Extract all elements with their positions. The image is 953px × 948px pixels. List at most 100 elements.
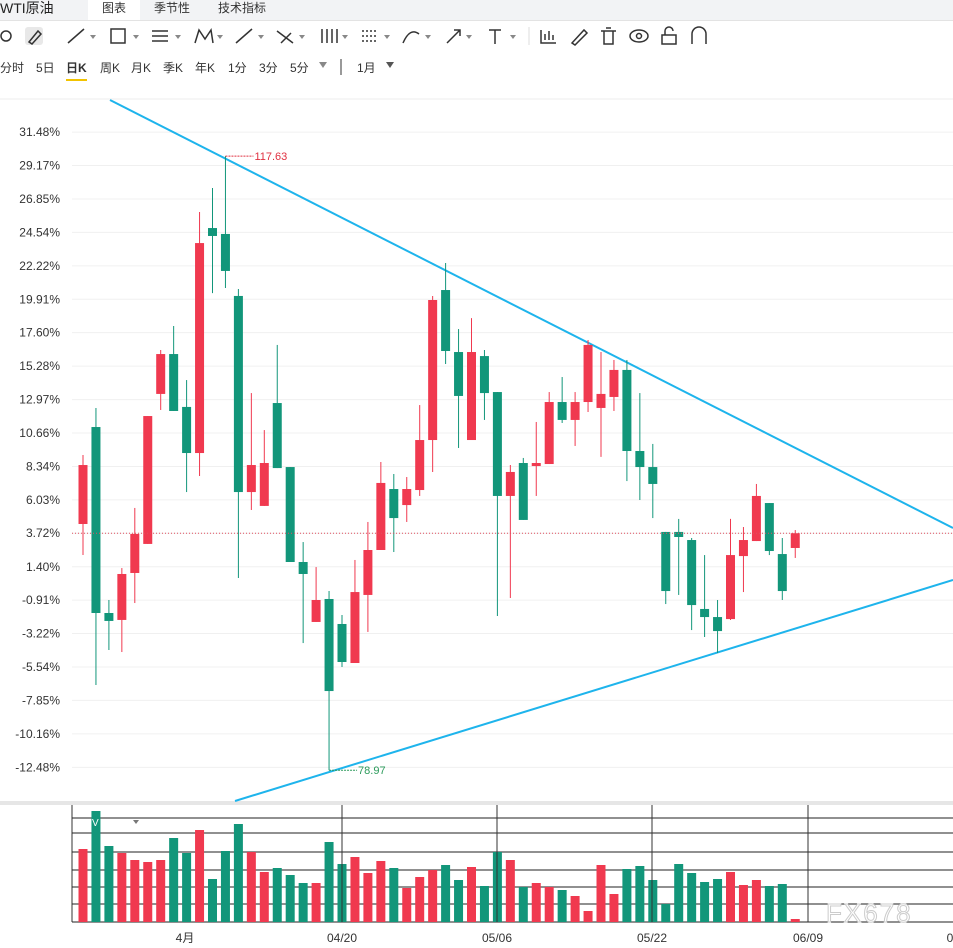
volume-bar [622,869,632,922]
candle-body [544,402,554,465]
candle-body [609,369,619,397]
candle-body [324,598,334,692]
tool-icon[interactable] [276,30,294,44]
candle-body [208,228,217,236]
period-option[interactable]: 年K [195,61,216,75]
candle-body [764,503,774,552]
tool-icon[interactable] [362,30,378,42]
tool-icon[interactable] [194,27,214,44]
volume-bar [246,852,256,922]
y-tick-label: 31.48% [19,125,60,139]
volume-bar [428,870,438,922]
volume-bar [104,846,114,922]
tool-icon[interactable] [235,28,253,44]
volume-bar [648,880,658,922]
drawing-toolbar [0,26,707,46]
tool-icon[interactable] [691,26,707,44]
candle-body [272,403,282,469]
period-option[interactable]: 月K [131,61,152,75]
dropdown-arrow[interactable] [318,59,328,73]
volume-bar [402,888,412,922]
volume-bar [91,811,101,922]
tool-icon[interactable] [629,29,649,43]
volume-bar [777,884,787,922]
tool-icon[interactable] [446,29,461,44]
candle-body [402,489,412,506]
tab[interactable]: 图表 [88,0,141,20]
tool-icon[interactable] [402,31,420,44]
period-option[interactable]: 日K [66,59,87,81]
candle-body [246,465,256,493]
candle-body [661,531,671,592]
candle-body [492,392,502,496]
candle-body [363,550,373,595]
volume-bar [635,866,645,922]
period-option[interactable]: 1分 [228,61,247,75]
trendline [234,579,953,802]
x-tick-label: 4月 [176,931,195,945]
candle-body [285,467,295,562]
tool-icon[interactable] [321,29,338,43]
volume-bar [208,879,217,922]
volume-bar [220,851,230,922]
y-tick-label: -12.48% [15,760,60,774]
volume-bar [78,849,88,922]
volume-bar [182,853,192,922]
volume-bar [233,824,243,922]
x-tick-label: 04/20 [327,931,357,945]
volume-bar [298,883,308,922]
period-option[interactable]: 周K [100,61,121,75]
period-option[interactable]: 季K [163,61,184,75]
low-label: 78.97 [358,765,386,777]
volume-bar [713,879,723,922]
volume-bar [687,873,697,922]
tool-icon[interactable] [152,30,168,42]
candle-body [156,354,166,394]
tab[interactable]: 技术指标 [218,1,267,15]
y-tick-label: 29.17% [19,158,60,172]
range-option[interactable]: 1月 [357,61,376,75]
volume-bar [505,860,515,922]
candle-body [738,540,748,557]
y-tick-label: 24.54% [19,225,60,239]
candle-body [479,356,489,394]
period-option[interactable]: 5日 [36,61,55,75]
tool-icon[interactable] [489,29,501,44]
candle-body [143,416,153,544]
period-option[interactable]: 5分 [290,61,309,75]
period-option[interactable]: 分时 [0,61,25,75]
candle-body [428,300,438,441]
tool-icon[interactable] [570,28,589,46]
tool-icon[interactable] [27,29,43,45]
volume-bar [570,896,580,922]
volume-bar [726,872,735,922]
volume-bar [751,880,761,922]
volume-bar [117,853,127,922]
candle-body [790,533,800,548]
tool-icon[interactable] [67,28,85,44]
tool-icon[interactable] [540,30,556,44]
candle-body [259,463,269,506]
tool-icon[interactable] [601,27,616,45]
period-option[interactable]: 3分 [259,61,278,75]
volume-bar [130,860,140,922]
high-label: 117.63 [254,151,287,163]
candle-body [622,369,632,452]
y-tick-label: -5.54% [22,660,60,674]
y-tick-label: 15.28% [19,359,60,373]
volume-bar [479,886,489,922]
volume-bar [363,873,373,922]
candle-body [467,352,476,441]
tool-icon[interactable] [110,28,126,44]
dropdown-arrow[interactable] [385,59,395,73]
x-tick-label: 0 [947,931,953,945]
volume-menu-arrow[interactable] [133,820,139,824]
y-tick-label: 10.66% [19,426,60,440]
tool-icon[interactable] [661,34,677,45]
candle-body [104,613,114,621]
candle-body [505,471,515,496]
y-tick-label: 3.72% [26,526,60,540]
tab[interactable]: 季节性 [154,1,191,15]
tool-icon[interactable] [0,30,12,42]
